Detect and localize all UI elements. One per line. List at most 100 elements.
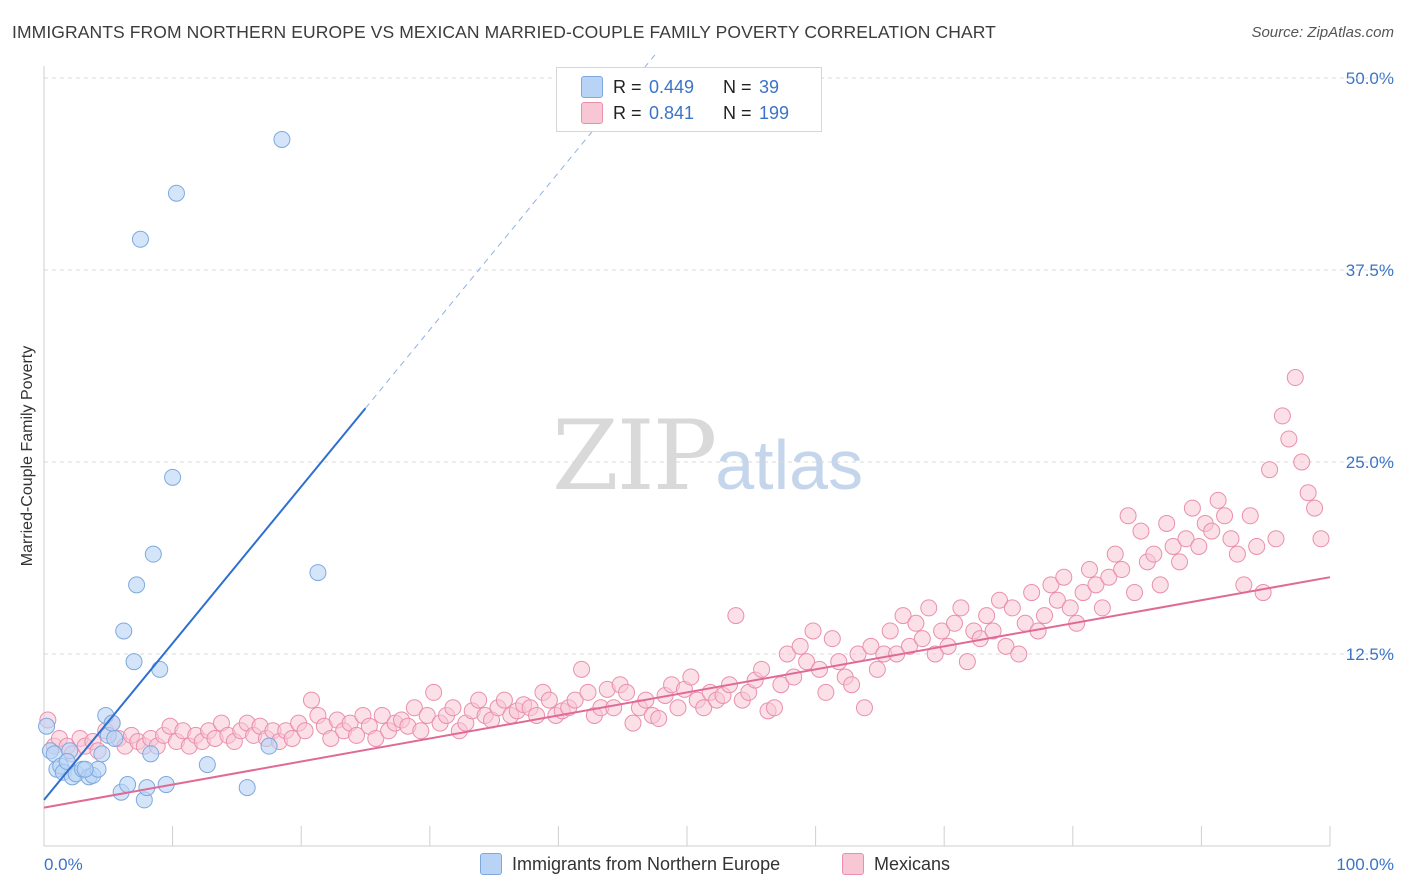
mexicans-point [1100, 568, 1118, 586]
mexicans-point [1312, 530, 1330, 548]
mexicans-point [1093, 599, 1111, 617]
northern-europe-point [131, 230, 149, 248]
mexicans-point [1126, 584, 1144, 602]
northern-europe-point [125, 653, 143, 671]
northern-europe-point [38, 717, 56, 735]
mexicans-point [772, 676, 790, 694]
watermark-atlas: atlas [715, 426, 864, 504]
mexicans-point [1254, 584, 1272, 602]
mexicans-point [1042, 576, 1060, 594]
mexicans-point [470, 691, 488, 709]
northern-europe-point [309, 564, 327, 582]
legend-n-label: N = [723, 102, 752, 123]
legend-n-label: N = [723, 76, 752, 97]
mexicans-point [952, 599, 970, 617]
northern-europe-point [198, 756, 216, 774]
legend-r-label: R = [613, 102, 642, 123]
mexicans-point [817, 683, 835, 701]
mexicans-point [1132, 522, 1150, 540]
mexicans-point [283, 729, 301, 747]
bottom-legend-swatch-blue [480, 853, 502, 875]
northern-europe-point [58, 753, 76, 771]
bottom-legend-northern-europe[interactable]: Immigrants from Northern Europe [480, 851, 780, 877]
mexicans-point [322, 729, 340, 747]
mexicans-point [682, 668, 700, 686]
northern-europe-point [273, 130, 291, 148]
mexicans-point [1299, 484, 1317, 502]
mexicans-point [843, 676, 861, 694]
mexicans-point [296, 722, 314, 740]
mexicans-point [791, 637, 809, 655]
mexicans-point [881, 622, 899, 640]
mexicans-point [804, 622, 822, 640]
mexicans-point [1216, 507, 1234, 525]
y-tick-label: 37.5% [1346, 261, 1394, 280]
bottom-legend-label: Mexicans [874, 853, 951, 874]
mexicans-point [579, 683, 597, 701]
northern-europe-point [151, 660, 169, 678]
x-tick-label: 0.0% [44, 855, 83, 874]
mexicans-point [425, 683, 443, 701]
northern-europe-point [144, 545, 162, 563]
mexicans-point [367, 729, 385, 747]
x-tick-label: 100.0% [1336, 855, 1394, 874]
y-tick-label: 50.0% [1346, 69, 1394, 88]
mexicans-point [1209, 491, 1227, 509]
mexicans-point [907, 614, 925, 632]
northern-europe-point [142, 745, 160, 763]
mexicans-point [1164, 537, 1182, 555]
mexicans-point [302, 691, 320, 709]
legend-r-label: R = [613, 76, 642, 97]
northern-europe-point [115, 622, 133, 640]
watermark: ZIPatlas [552, 400, 863, 512]
mexicans-point [412, 722, 430, 740]
mexicans-point [778, 645, 796, 663]
mexicans-point [753, 660, 771, 678]
mexicans-point [605, 699, 623, 717]
mexicans-point [1261, 461, 1279, 479]
mexicans-point [418, 706, 436, 724]
northern-europe-point [238, 779, 256, 797]
mexicans-point [695, 699, 713, 717]
mexicans-point [1081, 561, 1099, 579]
mexicans-point [1183, 499, 1201, 517]
mexicans-point [1248, 537, 1266, 555]
mexicans-point [1048, 591, 1066, 609]
mexicans-point [798, 653, 816, 671]
mexicans-point [727, 607, 745, 625]
watermark-zip: ZIP [552, 400, 717, 512]
mexicans-point [618, 683, 636, 701]
mexicans-point [900, 637, 918, 655]
mexicans-point [862, 637, 880, 655]
mexicans-point [958, 653, 976, 671]
mexicans-point [997, 637, 1015, 655]
mexicans-point [540, 691, 558, 709]
mexicans-point [1087, 576, 1105, 594]
legend-r-value: 0.841 [649, 102, 695, 123]
mexicans-point [913, 630, 931, 648]
mexicans-point [1061, 599, 1079, 617]
correlation-legend: R = 0.449 N = 39 R = 0.841 N = 199 [556, 67, 822, 132]
legend-swatch-blue [581, 76, 603, 98]
mexicans-point [978, 607, 996, 625]
mexicans-point [894, 607, 912, 625]
mexicans-point [1203, 522, 1221, 540]
legend-n-value: 39 [759, 76, 780, 97]
northern-europe-point [260, 737, 278, 755]
mexicans-point [495, 691, 513, 709]
bottom-legend-label: Immigrants from Northern Europe [512, 853, 781, 874]
mexicans-point [830, 653, 848, 671]
mexicans-point [1306, 499, 1324, 517]
mexicans-trend-line [43, 576, 1331, 809]
mexicans-point [765, 699, 783, 717]
y-tick-label: 12.5% [1346, 645, 1394, 664]
bottom-legend-mexicans[interactable]: Mexicans [842, 851, 950, 877]
mexicans-point [373, 706, 391, 724]
northern-europe-point [164, 468, 182, 486]
mexicans-point [347, 726, 365, 744]
legend-n-value: 199 [759, 102, 790, 123]
bottom-legend-swatch-pink [842, 853, 864, 875]
mexicans-point [933, 622, 951, 640]
mexicans-point [1273, 407, 1291, 425]
